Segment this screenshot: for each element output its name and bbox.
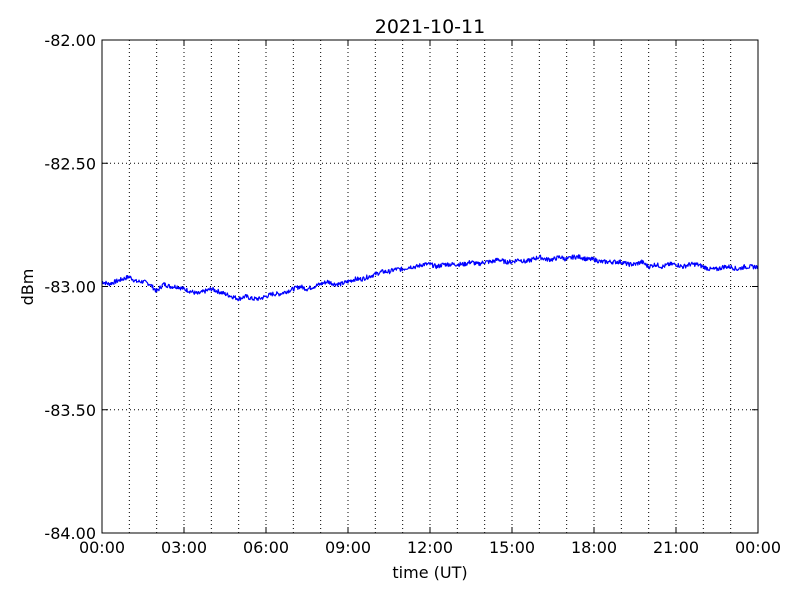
x-tick-label: 09:00: [325, 538, 371, 557]
x-tick-label: 03:00: [161, 538, 207, 557]
axis-ticks: 00:00 03:00 06:00 09:00 12:00 15:00 18:00 21:00…: [44, 31, 781, 557]
x-tick-label: 00:00: [79, 538, 125, 557]
chart-title: 2021-10-11: [375, 16, 485, 38]
x-tick-label: 18:00: [571, 538, 617, 557]
x-tick-label: 12:00: [407, 538, 453, 557]
y-tick-label: -82.00: [44, 31, 96, 50]
x-tick-label: 21:00: [653, 538, 699, 557]
y-tick-label: -83.00: [44, 278, 96, 297]
y-tick-label: -83.50: [44, 401, 96, 420]
x-tick-label: 15:00: [489, 538, 535, 557]
signal-line: [101, 254, 759, 302]
y-tick-label: -84.00: [44, 524, 96, 543]
y-tick-label: -82.50: [44, 154, 96, 173]
x-tick-label: 06:00: [243, 538, 289, 557]
y-axis-title: dBm: [18, 269, 37, 306]
x-tick-label: 00:00: [735, 538, 781, 557]
plot-area: [101, 254, 759, 302]
grid-lines: [102, 40, 758, 533]
x-axis-title: time (UT): [392, 563, 467, 582]
